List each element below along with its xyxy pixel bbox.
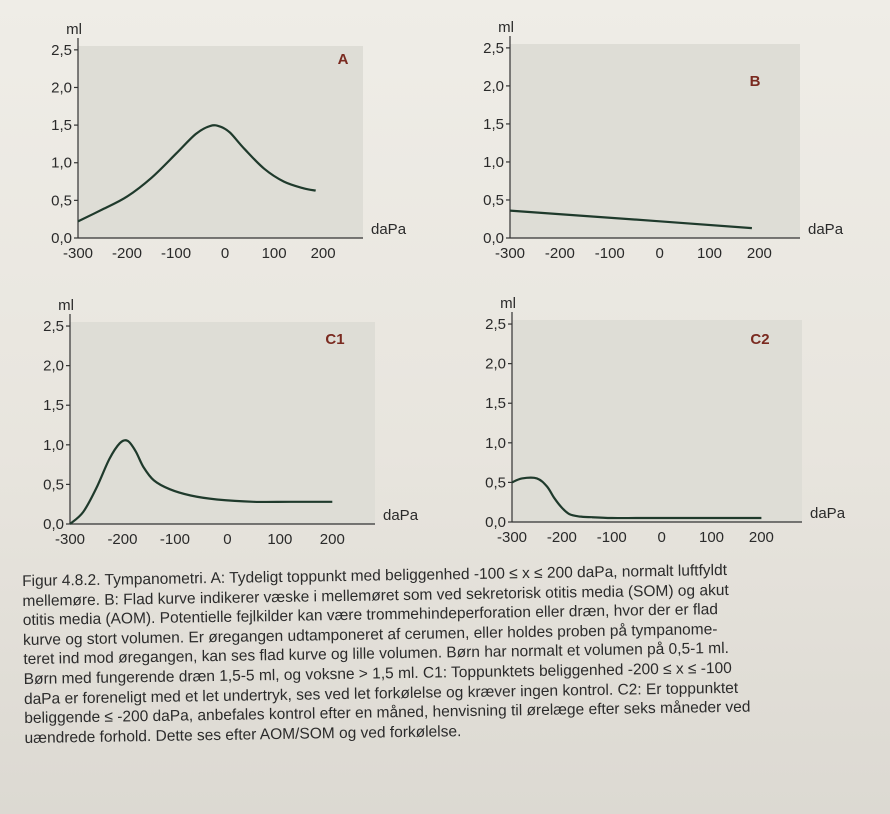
x-tick-label: -200 xyxy=(545,245,575,262)
y-tick-label: 2,5 xyxy=(485,316,506,333)
y-tick-label: 0,0 xyxy=(43,516,64,533)
y-tick-label: 0,0 xyxy=(483,230,504,247)
x-tick-label: -300 xyxy=(55,531,85,548)
plot-area xyxy=(510,44,800,238)
x-tick-label: -100 xyxy=(160,531,190,548)
y-axis-label: ml xyxy=(58,297,74,314)
x-tick-label: -100 xyxy=(597,529,627,546)
x-axis-label: daPa xyxy=(371,221,407,238)
x-tick-label: 100 xyxy=(262,245,287,262)
x-tick-label: -300 xyxy=(497,529,527,546)
x-axis-label: daPa xyxy=(383,507,419,524)
chart-panel-c1: 0,0 0,5 1,0 1,5 2,0 2,5 -300 -200 -100 0 100 200 ml d… xyxy=(43,297,419,548)
series-line xyxy=(69,439,333,525)
x-axis-label: daPa xyxy=(810,505,846,522)
x-tick-label: -300 xyxy=(495,245,525,262)
x-tick-label: 200 xyxy=(320,531,345,548)
y-tick-label: 1,0 xyxy=(485,435,506,452)
x-tick-label: -100 xyxy=(595,245,625,262)
y-tick-label: 1,5 xyxy=(483,116,504,133)
chart-panel-a: 0,0 0,5 1,0 1,5 2,0 2,5 -300 -200 -100 0 100 200 ml d… xyxy=(51,21,407,262)
y-tick-label: 1,0 xyxy=(43,437,64,454)
figure-caption: Figur 4.8.2. Tympanometri. A: Tydeligt t… xyxy=(22,559,875,749)
y-tick-label: 0,5 xyxy=(51,192,72,209)
panel-label: B xyxy=(750,73,761,90)
x-tick-label: -100 xyxy=(161,245,191,262)
panel-label: C2 xyxy=(750,331,769,348)
y-tick-label: 0,5 xyxy=(43,476,64,493)
y-tick-label: 2,0 xyxy=(51,79,72,96)
y-axis-label: ml xyxy=(66,21,82,38)
y-tick-label: 0,5 xyxy=(483,192,504,209)
y-tick-label: 2,0 xyxy=(483,78,504,95)
y-tick-label: 2,0 xyxy=(485,356,506,373)
x-tick-label: -200 xyxy=(112,245,142,262)
series-line xyxy=(77,124,316,223)
plot-area xyxy=(512,320,802,522)
y-tick-label: 0,0 xyxy=(51,230,72,247)
y-tick-label: 1,0 xyxy=(51,155,72,172)
y-tick-label: 0,0 xyxy=(485,514,506,531)
panel-label: A xyxy=(338,51,349,68)
x-tick-label: -300 xyxy=(63,245,93,262)
y-axis-label: ml xyxy=(498,19,514,36)
y-tick-label: 2,5 xyxy=(51,42,72,59)
chart-panel-b: 0,0 0,5 1,0 1,5 2,0 2,5 -300 -200 -100 0 100 200 ml d… xyxy=(483,19,844,262)
x-tick-label: 100 xyxy=(697,245,722,262)
y-tick-label: 1,5 xyxy=(485,395,506,412)
x-tick-label: 200 xyxy=(747,245,772,262)
x-tick-label: 0 xyxy=(221,245,229,262)
y-axis-label: ml xyxy=(500,295,516,312)
plot-area xyxy=(70,322,375,524)
x-tick-label: 200 xyxy=(311,245,336,262)
series-line xyxy=(511,476,762,520)
x-axis-label: daPa xyxy=(808,221,844,238)
series-line xyxy=(509,209,752,230)
y-tick-label: 1,5 xyxy=(43,397,64,414)
y-tick-label: 2,5 xyxy=(483,40,504,57)
tympanometry-figure: 0,0 0,5 1,0 1,5 2,0 2,5 -300 -200 -100 0 100 200 ml d… xyxy=(43,19,846,548)
y-tick-label: 1,5 xyxy=(51,117,72,134)
x-tick-label: -200 xyxy=(547,529,577,546)
x-tick-label: 0 xyxy=(655,245,663,262)
y-tick-label: 2,0 xyxy=(43,358,64,375)
y-tick-label: 1,0 xyxy=(483,154,504,171)
x-tick-label: 200 xyxy=(749,529,774,546)
x-tick-label: 0 xyxy=(223,531,231,548)
panel-label: C1 xyxy=(325,331,344,348)
x-tick-label: 100 xyxy=(267,531,292,548)
x-tick-label: -200 xyxy=(107,531,137,548)
y-tick-label: 2,5 xyxy=(43,318,64,335)
chart-panel-c2: 0,0 0,5 1,0 1,5 2,0 2,5 -300 -200 -100 0 100 200 ml d… xyxy=(485,295,846,546)
plot-area xyxy=(78,46,363,238)
y-tick-label: 0,5 xyxy=(485,474,506,491)
x-tick-label: 100 xyxy=(699,529,724,546)
x-tick-label: 0 xyxy=(657,529,665,546)
